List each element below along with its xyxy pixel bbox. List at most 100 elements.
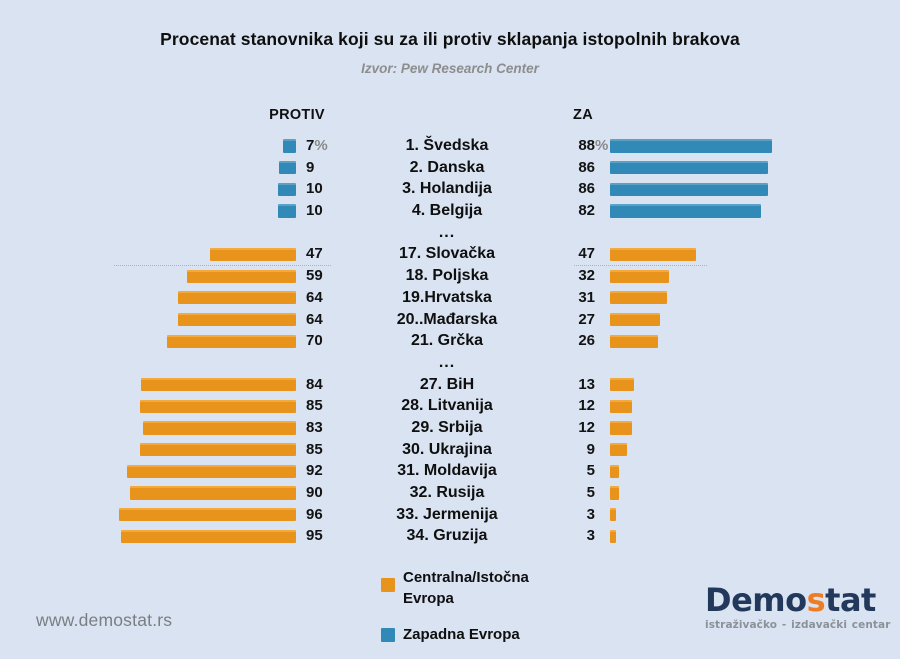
value-protiv: 96: [306, 504, 323, 526]
value-protiv: 64: [306, 287, 323, 309]
value-za-number: 47: [578, 245, 595, 263]
country-label: 29. Srbija: [411, 418, 483, 436]
bar-protiv: [130, 486, 296, 500]
bar-za: [610, 334, 658, 348]
logo-word-part1: Demo: [705, 581, 807, 619]
bar-protiv: [277, 204, 296, 218]
value-za-number: 13: [578, 375, 595, 393]
chart-row: 85 30. Ukrajina 9: [0, 439, 900, 461]
bar-protiv: [143, 421, 296, 435]
legend-swatch-blue: [381, 628, 395, 642]
value-za: 32: [518, 265, 606, 287]
bar-za: [610, 443, 627, 457]
value-protiv: 47: [306, 243, 323, 265]
chart-row: 92 31. Moldavija 5: [0, 460, 900, 482]
value-protiv: 83: [306, 417, 323, 439]
legend-label: Centralna/Istočna Evropa: [403, 569, 529, 607]
value-za-number: 32: [578, 267, 595, 285]
chart-row: 95 34. Gruzija 3: [0, 525, 900, 547]
value-protiv-number: 85: [306, 397, 323, 415]
value-za-number: 82: [578, 202, 595, 220]
value-za-number: 86: [578, 180, 595, 198]
bar-za: [610, 269, 669, 283]
country-label: 3. Holandija: [402, 180, 492, 198]
country-label: 30. Ukrajina: [402, 440, 492, 458]
value-za-number: 9: [586, 440, 595, 458]
bar-za: [610, 529, 616, 543]
bar-za: [610, 182, 769, 196]
chart-row: 85 28. Litvanija 12: [0, 395, 900, 417]
bar-protiv: [178, 312, 296, 327]
bar-za: [610, 312, 660, 327]
bar-protiv: [167, 334, 296, 348]
chart-title: Procenat stanovnika koji su za ili proti…: [160, 29, 740, 49]
dotted-separator-right: [574, 265, 707, 267]
country-label: 19.Hrvatska: [402, 288, 492, 306]
value-protiv-number: 10: [306, 202, 323, 220]
chart-row: 90 32. Rusija 5: [0, 482, 900, 504]
bar-za: [610, 464, 620, 478]
value-za-number: 26: [578, 332, 595, 350]
value-za-number: 5: [586, 462, 595, 480]
percent-sign: %: [314, 137, 328, 154]
value-za-number: 86: [578, 158, 595, 176]
value-protiv: 70: [306, 330, 323, 352]
value-za-number: 3: [586, 527, 595, 545]
value-za: 12: [518, 417, 606, 439]
value-za: 3: [518, 525, 606, 547]
value-za: 86: [518, 157, 606, 179]
chart-row: 7% 1. Švedska 88%: [0, 135, 900, 157]
country-label: 20..Mađarska: [396, 310, 498, 328]
bar-za: [610, 247, 697, 262]
value-za: 27: [518, 309, 606, 331]
value-protiv-number: 47: [306, 245, 323, 263]
value-protiv: 59: [306, 265, 323, 287]
bar-protiv: [283, 139, 296, 153]
chart-row: 96 33. Jermenija 3: [0, 504, 900, 526]
value-za-number: 27: [578, 310, 595, 328]
chart-row: 10 4. Belgija 82: [0, 200, 900, 222]
value-protiv: 92: [306, 460, 323, 482]
value-protiv: 64: [306, 309, 323, 331]
country-label: 32. Rusija: [409, 484, 485, 501]
bar-protiv: [126, 464, 296, 478]
value-za: 88%: [518, 135, 609, 157]
value-za: 5: [518, 482, 606, 504]
logo-word-part3: tat: [825, 581, 876, 619]
chart-row: 64 20..Mađarska 27: [0, 309, 900, 331]
chart-row: 47 17. Slovačka 47: [0, 243, 900, 267]
value-za: 82: [518, 200, 606, 222]
percent-sign: %: [595, 137, 609, 154]
country-label: 4. Belgija: [411, 202, 483, 220]
bar-protiv: [119, 508, 296, 522]
chart-row: 64 19.Hrvatska 31: [0, 287, 900, 309]
country-label: 18. Poljska: [405, 267, 489, 285]
chart-row: ...: [0, 352, 900, 374]
bar-protiv: [178, 291, 296, 305]
country-label: 34. Gruzija: [406, 527, 488, 545]
value-za: 13: [518, 374, 606, 396]
country-label: 31. Moldavija: [397, 462, 497, 480]
rows: 7% 1. Švedska 88% 9 2. Danska 86 10 3. H…: [0, 135, 900, 547]
demostat-logo: Demostat istraživačko - izdavački centar: [705, 582, 891, 631]
chart-row: ...: [0, 222, 900, 244]
website-url: www.demostat.rs: [36, 610, 173, 630]
country-label: ...: [438, 223, 456, 241]
value-protiv: 84: [306, 374, 323, 396]
bar-protiv: [187, 269, 296, 283]
country-label: 28. Litvanija: [401, 397, 493, 415]
value-za: 5: [518, 460, 606, 482]
value-za: 86: [518, 178, 606, 200]
value-protiv-number: 85: [306, 440, 323, 458]
chart-row: 10 3. Holandija 86: [0, 178, 900, 200]
value-protiv: 10: [306, 200, 323, 222]
value-protiv-number: 64: [306, 310, 323, 328]
chart-row: 70 21. Grčka 26: [0, 330, 900, 352]
country-label: 21. Grčka: [410, 332, 484, 350]
demostat-logo-wordmark: Demostat: [705, 582, 879, 618]
country-label: 33. Jermenija: [396, 505, 498, 523]
value-protiv-number: 59: [306, 267, 323, 285]
bar-protiv: [139, 443, 296, 457]
demostat-logo-tagline: istraživačko - izdavački centar: [705, 619, 891, 631]
value-za-number: 31: [578, 288, 595, 306]
